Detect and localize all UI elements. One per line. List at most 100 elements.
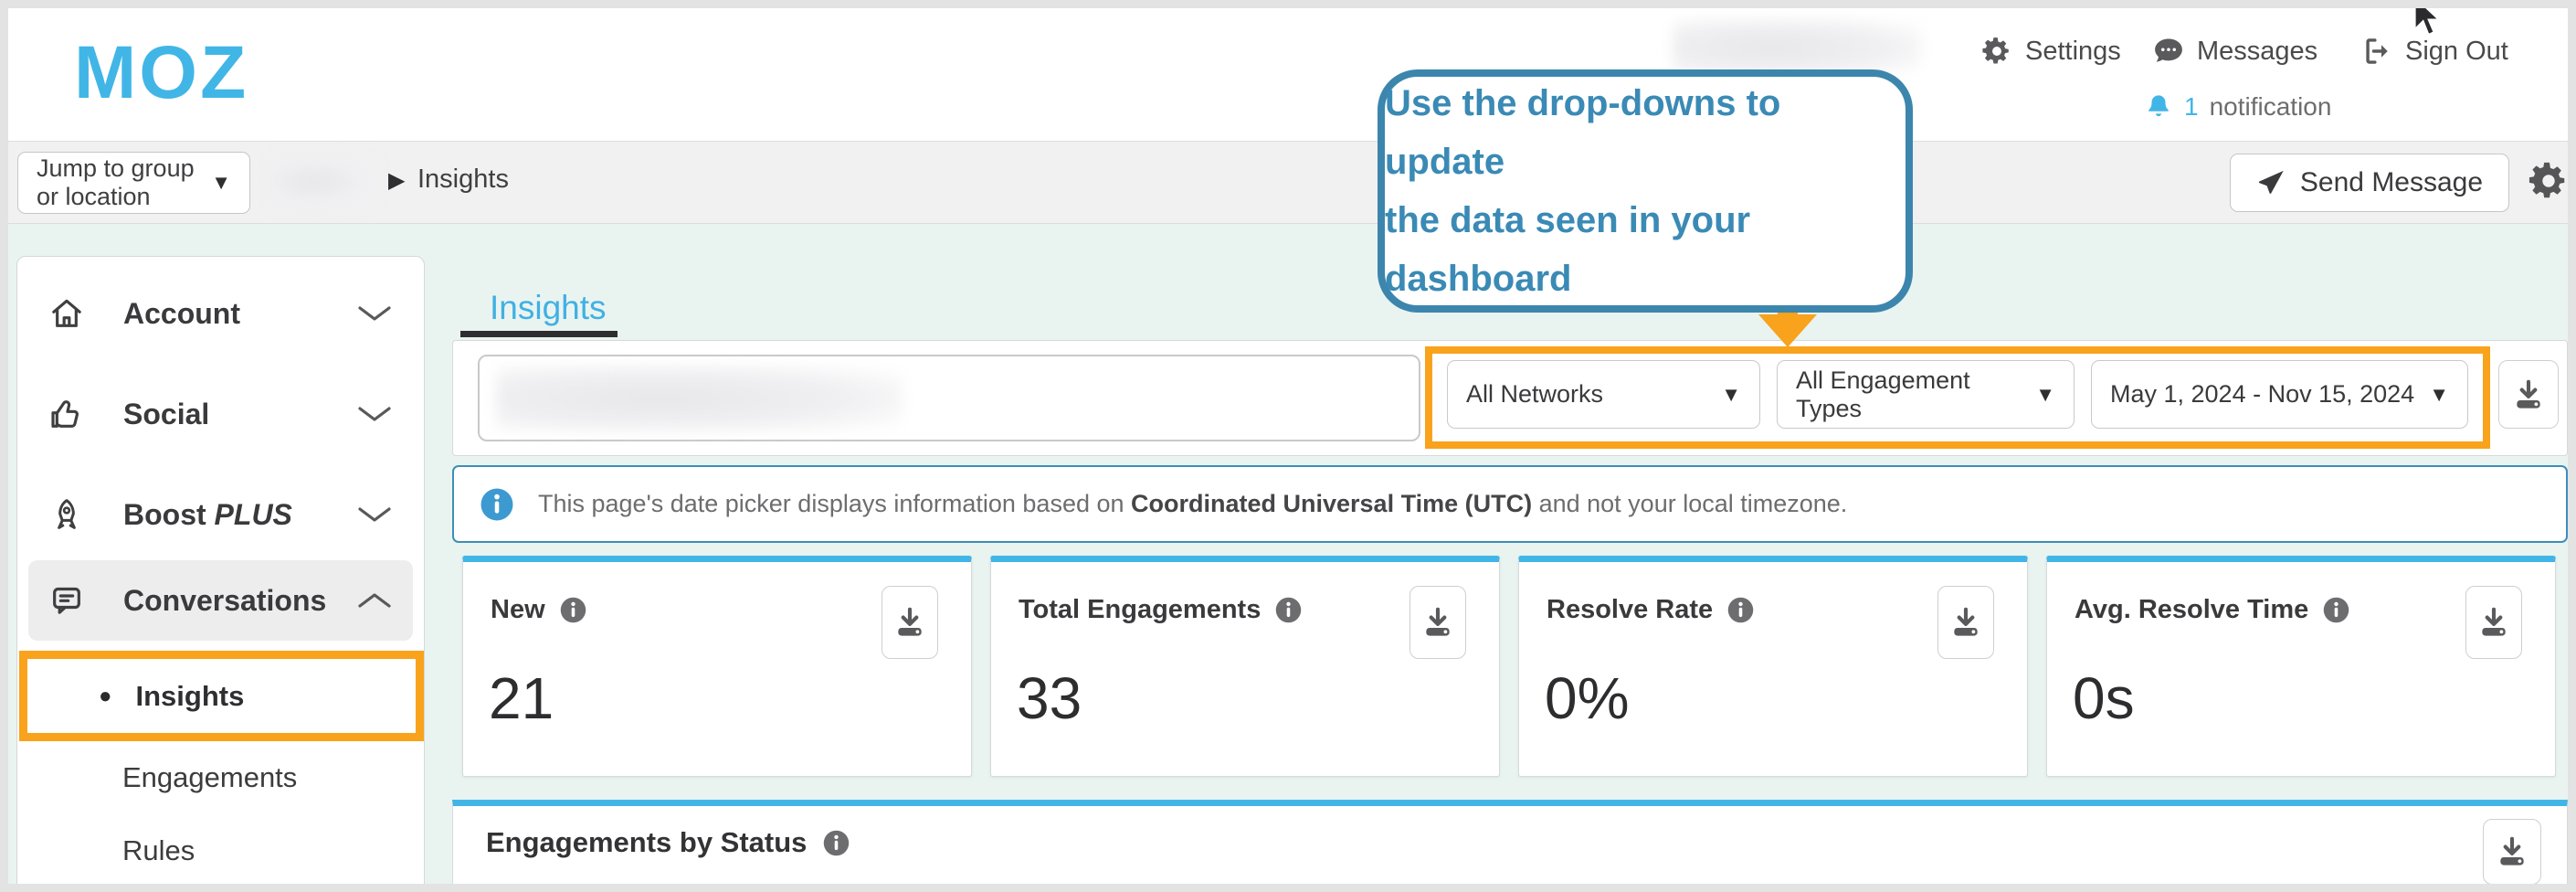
sidebar: Account Social Boost PLUS Conversations … [16,256,425,892]
sign-out-button[interactable]: Sign Out [2361,36,2508,67]
notification-link[interactable]: 1 notification [2144,92,2331,122]
sidebar-account-label: Account [123,296,240,330]
messages-button[interactable]: Messages [2153,36,2317,67]
send-message-button[interactable]: Send Message [2230,154,2509,212]
download-icon [2511,377,2546,412]
chevron-down-icon [356,403,393,425]
stat-card-new: New 21 [462,556,972,777]
stat-value: 33 [1017,665,1082,731]
sidebar-item-social[interactable]: Social [28,374,413,454]
stat-card-resolve-rate: Resolve Rate 0% [1518,556,2028,777]
sign-out-label: Sign Out [2405,36,2508,66]
download-icon [892,605,927,640]
utc-notice-banner: This page's date picker displays informa… [452,465,2568,543]
app-header: MOZ Settings Messages Sign Out 1 notific… [8,8,2568,142]
chevron-down-icon: ▼ [1721,382,1741,406]
sidebar-conversations-label: Conversations [123,583,327,617]
sidebar-social-label: Social [123,397,210,430]
account-name-redacted [1673,19,1921,76]
engagement-type-filter-value: All Engagement Types [1796,366,1970,422]
panel-title: Engagements by Status [486,826,808,858]
callout-line2: the data seen in your dashboard [1385,200,1751,299]
chat-lines-icon [48,582,85,619]
home-icon [48,295,85,332]
stat-card-avg-resolve-time: Avg. Resolve Time 0s [2046,556,2556,777]
download-icon [2495,834,2529,869]
download-icon [1948,605,1983,640]
info-circle-icon[interactable] [558,595,588,625]
toolbar: Jump to group or location ▼ ▶ Insights S… [8,142,2568,224]
stat-title: New [491,595,545,624]
notification-label: notification [2209,92,2332,121]
download-icon [2476,605,2511,640]
jump-to-group-dropdown[interactable]: Jump to group or location ▼ [17,152,250,214]
mouse-cursor [2408,0,2448,42]
info-circle-icon[interactable] [821,828,851,858]
engagement-type-filter-dropdown[interactable]: All Engagement Types ▼ [1777,360,2075,429]
sidebar-item-boost-plus[interactable]: Boost PLUS [28,474,413,555]
sidebar-item-insights-active[interactable]: ● Insights [19,651,424,741]
tab-insights[interactable]: Insights [490,289,607,326]
stat-download-button[interactable] [882,586,938,659]
sidebar-item-engagements[interactable]: Engagements [122,761,298,793]
stat-value: 21 [489,665,554,731]
sidebar-item-conversations[interactable]: Conversations [28,560,413,641]
callout-line1: Use the drop-downs to update [1385,83,1781,182]
sidebar-item-rules[interactable]: Rules [122,834,195,866]
active-bullet-icon: ● [99,683,112,708]
sidebar-item-account[interactable]: Account [28,273,413,354]
search-value-redacted [496,366,903,431]
notification-count: 1 [2184,92,2199,121]
stat-value: 0s [2073,665,2135,731]
jump-to-group-label: Jump to group or location [37,154,195,210]
breadcrumb-arrow-icon: ▶ [388,168,406,193]
stat-download-button[interactable] [1937,586,1994,659]
chat-bubble-icon [2153,36,2184,67]
gear-icon [2528,160,2570,202]
sidebar-insights-label: Insights [135,679,245,712]
chevron-down-icon: ▼ [211,171,231,194]
tutorial-callout: Use the drop-downs to update the data se… [1378,69,1913,313]
stat-download-button[interactable] [1409,586,1466,659]
settings-label: Settings [2025,36,2121,66]
filter-panel: All Networks ▼ All Engagement Types ▼ Ma… [452,340,2568,456]
settings-button[interactable]: Settings [1981,36,2121,67]
moz-logo: MOZ [74,31,249,114]
search-input[interactable] [478,355,1420,441]
network-filter-value: All Networks [1466,380,1604,408]
chevron-down-icon: ▼ [2035,382,2055,406]
info-circle-icon[interactable] [2321,595,2351,625]
stat-download-button[interactable] [2465,586,2522,659]
chevron-down-icon [356,303,393,324]
page-settings-gear-button[interactable] [2528,160,2570,202]
breadcrumb-current: Insights [417,165,509,194]
info-circle-icon[interactable] [1273,595,1304,625]
chevron-up-icon [356,589,393,611]
panel-download-button[interactable] [2483,819,2541,885]
utc-notice-text: This page's date picker displays informa… [538,490,1848,517]
download-icon [1420,605,1455,640]
stat-title: Avg. Resolve Time [2075,595,2309,624]
stat-card-total-engagements: Total Engagements 33 [990,556,1500,777]
paper-plane-icon [2256,168,2286,197]
sidebar-boost-label: Boost PLUS [123,497,292,531]
date-range-value: May 1, 2024 - Nov 15, 2024 [2110,380,2415,408]
gear-icon [1981,36,2012,67]
stat-value: 0% [1545,665,1630,731]
bell-icon [2144,92,2173,122]
date-range-dropdown[interactable]: May 1, 2024 - Nov 15, 2024 ▼ [2091,360,2468,429]
stat-title: Resolve Rate [1547,595,1714,624]
sign-out-icon [2361,36,2392,67]
engagements-by-status-panel: Engagements by Status [452,800,2568,892]
chevron-down-icon [356,504,393,526]
rocket-icon [48,496,85,533]
callout-arrowhead-icon [1758,314,1817,347]
info-circle-icon[interactable] [1726,595,1756,625]
info-circle-icon [478,485,516,524]
send-message-label: Send Message [2299,167,2484,197]
network-filter-dropdown[interactable]: All Networks ▼ [1447,360,1760,429]
chevron-down-icon: ▼ [2429,382,2449,406]
export-download-button[interactable] [2498,360,2559,429]
breadcrumb-redacted [269,154,381,210]
tab-active-underline [460,331,618,337]
